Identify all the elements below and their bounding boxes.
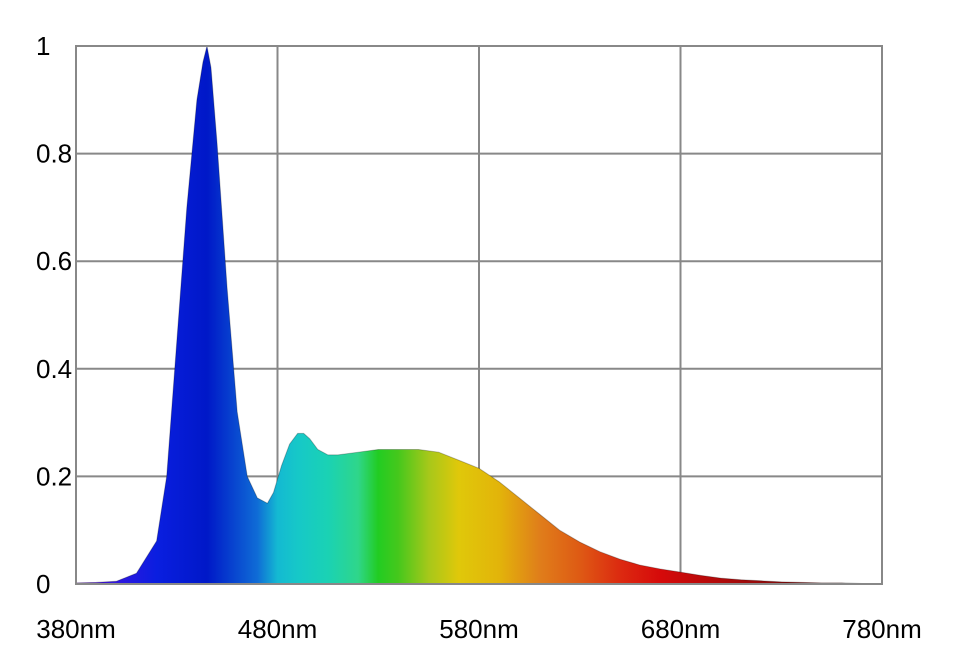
y-tick-label: 0.8 <box>36 139 72 169</box>
x-tick-label: 580nm <box>439 614 519 644</box>
y-tick-label: 0.6 <box>36 246 72 276</box>
plot-frame <box>75 45 883 585</box>
spectrum-outline <box>75 45 882 584</box>
x-tick-label: 380nm <box>36 614 116 644</box>
y-axis-ticks: 0 0.2 0.4 0.6 0.8 1 <box>36 31 72 599</box>
y-tick-label: 1 <box>36 31 50 61</box>
x-tick-label: 780nm <box>842 614 922 644</box>
spectrum-area <box>76 46 882 584</box>
x-tick-label: 680nm <box>641 614 721 644</box>
y-tick-label: 0.4 <box>36 354 72 384</box>
y-tick-label: 0 <box>36 569 50 599</box>
y-tick-label: 0.2 <box>36 461 72 491</box>
x-tick-label: 480nm <box>238 614 318 644</box>
x-axis-ticks: 380nm 480nm 580nm 680nm 780nm <box>36 614 922 644</box>
